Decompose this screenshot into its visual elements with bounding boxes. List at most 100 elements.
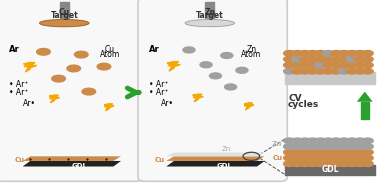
Polygon shape (23, 63, 37, 72)
Circle shape (307, 138, 318, 144)
Circle shape (315, 51, 326, 56)
Circle shape (354, 138, 366, 144)
Text: Cu: Cu (59, 8, 70, 16)
Text: GDL: GDL (71, 163, 87, 169)
Circle shape (323, 51, 334, 56)
Circle shape (331, 144, 342, 149)
Circle shape (338, 51, 350, 56)
Text: • Ar⁺: • Ar⁺ (149, 80, 169, 89)
Circle shape (291, 144, 303, 149)
Circle shape (284, 149, 295, 155)
Circle shape (354, 56, 366, 62)
Circle shape (299, 149, 311, 155)
Circle shape (315, 56, 326, 62)
Circle shape (284, 155, 295, 161)
Circle shape (307, 51, 318, 56)
Circle shape (362, 149, 373, 155)
Text: Ar•: Ar• (161, 99, 174, 108)
Circle shape (307, 149, 318, 155)
Polygon shape (357, 92, 373, 102)
Circle shape (299, 62, 311, 68)
Circle shape (323, 68, 334, 74)
Circle shape (52, 75, 65, 82)
Circle shape (354, 155, 366, 161)
Text: Zn: Zn (246, 46, 256, 54)
Circle shape (323, 56, 334, 62)
Circle shape (299, 51, 311, 56)
Circle shape (291, 51, 303, 56)
Circle shape (74, 51, 88, 58)
Circle shape (323, 62, 334, 68)
Polygon shape (193, 94, 203, 102)
Text: Cu: Cu (15, 157, 25, 163)
Circle shape (346, 51, 358, 56)
Circle shape (284, 138, 295, 144)
Circle shape (315, 62, 326, 68)
Text: Cu: Cu (105, 46, 115, 54)
Text: GDL: GDL (217, 163, 233, 169)
Circle shape (323, 144, 334, 149)
Circle shape (362, 155, 373, 161)
Circle shape (291, 62, 303, 68)
Circle shape (346, 155, 358, 161)
Circle shape (284, 62, 295, 68)
Circle shape (323, 149, 334, 155)
Circle shape (331, 68, 342, 74)
Polygon shape (167, 62, 180, 71)
Circle shape (299, 155, 311, 161)
Circle shape (307, 161, 318, 166)
Circle shape (338, 68, 350, 74)
Circle shape (338, 149, 350, 155)
Polygon shape (23, 161, 121, 166)
Circle shape (346, 56, 358, 62)
Circle shape (291, 68, 303, 74)
Polygon shape (104, 104, 114, 111)
Circle shape (338, 161, 350, 166)
Circle shape (200, 62, 212, 68)
Text: Cu: Cu (155, 157, 165, 163)
Circle shape (338, 56, 350, 62)
Circle shape (346, 144, 358, 149)
Polygon shape (49, 95, 60, 103)
Circle shape (291, 149, 303, 155)
Text: Cu: Cu (272, 155, 282, 161)
Text: cycles: cycles (288, 100, 319, 109)
Circle shape (323, 155, 334, 161)
Circle shape (338, 144, 350, 149)
Bar (285, 72, 375, 84)
Circle shape (346, 68, 358, 74)
Circle shape (291, 161, 303, 166)
Circle shape (315, 149, 326, 155)
Circle shape (362, 51, 373, 56)
Circle shape (346, 149, 358, 155)
Circle shape (183, 47, 195, 53)
Bar (205, 2, 214, 22)
Text: Zn: Zn (272, 141, 282, 147)
Ellipse shape (185, 20, 234, 27)
Circle shape (236, 67, 248, 73)
Circle shape (299, 68, 311, 74)
Ellipse shape (40, 20, 89, 27)
Circle shape (362, 68, 373, 74)
Circle shape (323, 161, 334, 166)
Circle shape (354, 51, 366, 56)
Circle shape (346, 161, 358, 166)
Circle shape (331, 56, 342, 62)
Polygon shape (23, 156, 121, 161)
Polygon shape (166, 156, 265, 161)
Bar (285, 165, 375, 175)
Circle shape (331, 62, 342, 68)
Circle shape (346, 62, 358, 68)
Text: Atom: Atom (99, 50, 120, 59)
Text: Zn: Zn (204, 8, 215, 16)
Text: Ar: Ar (149, 46, 160, 54)
Text: Zn: Zn (222, 146, 231, 152)
Text: • Ar⁺: • Ar⁺ (9, 88, 29, 97)
Circle shape (291, 155, 303, 161)
Circle shape (323, 138, 334, 144)
Circle shape (354, 161, 366, 166)
Circle shape (354, 144, 366, 149)
Circle shape (338, 62, 350, 68)
Circle shape (362, 62, 373, 68)
Circle shape (284, 51, 295, 56)
